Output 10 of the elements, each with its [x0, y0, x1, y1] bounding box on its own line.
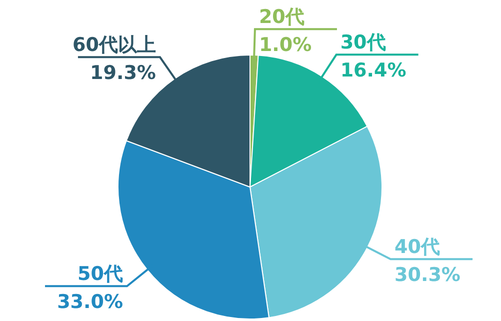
slice-label: 40代	[394, 236, 440, 258]
data-label: 16.4%	[340, 60, 406, 82]
data-label: 1.0%	[258, 34, 312, 56]
slice-label: 60代以上	[72, 34, 156, 56]
slice-label: 20代	[258, 6, 304, 28]
data-label: 33.0%	[57, 291, 124, 314]
slice-label: 30代	[340, 32, 386, 54]
data-label: 19.3%	[90, 62, 156, 84]
data-label: 30.3%	[394, 264, 460, 286]
slice-label: 50代	[78, 263, 124, 286]
